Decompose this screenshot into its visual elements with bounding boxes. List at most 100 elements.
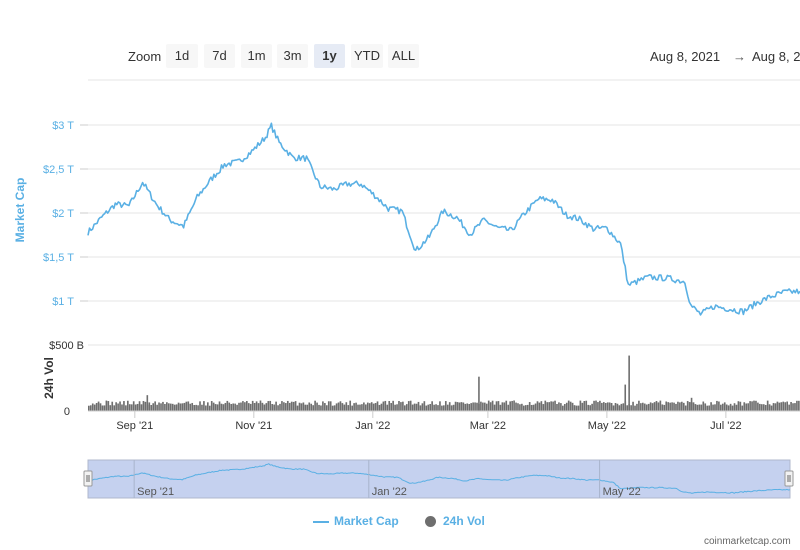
volume-bar [277, 405, 279, 411]
navigator-series-line [87, 463, 791, 494]
range-button-1m[interactable]: 1m [241, 44, 272, 68]
volume-bar [464, 403, 467, 411]
volume-bar [327, 401, 330, 411]
volume-bar [372, 403, 375, 411]
volume-bar [712, 404, 714, 411]
volume-bar [427, 404, 430, 411]
volume-bar [515, 402, 517, 411]
volume-bar [353, 403, 355, 411]
volume-bar [402, 401, 404, 411]
volume-bar [454, 401, 457, 411]
volume-bar [314, 400, 316, 411]
volume-bar [88, 405, 90, 411]
volume-bar [470, 403, 472, 411]
volume-bar [304, 404, 307, 411]
volume-bar [386, 404, 389, 411]
volume-bar [212, 402, 215, 411]
volume-bar [329, 401, 332, 411]
volume-bar [519, 404, 521, 411]
volume-bar [601, 402, 603, 411]
range-button-1d[interactable]: 1d [166, 44, 198, 68]
volume-bar [390, 403, 393, 411]
volume-bar [343, 404, 346, 411]
volume-bar [228, 402, 231, 411]
volume-bar [665, 401, 668, 411]
volume-bar [285, 403, 287, 411]
volume-bar [641, 402, 644, 411]
volume-bar [536, 401, 539, 411]
volume-bar [240, 402, 242, 411]
range-button-all[interactable]: ALL [388, 44, 419, 68]
volume-bar-spike [146, 395, 149, 411]
volume-bar [398, 400, 400, 411]
volume-bar [152, 403, 155, 411]
volume-bar [160, 403, 162, 411]
volume-bar [554, 400, 556, 411]
navigator-handle-right[interactable] [784, 470, 794, 487]
volume-bar [682, 402, 685, 411]
volume-bar [421, 403, 424, 411]
volume-bar [265, 403, 268, 411]
volume-bar [534, 403, 537, 411]
credit-link[interactable]: coinmarketcap.com [704, 536, 791, 547]
volume-bar [89, 405, 92, 411]
volume-bar [751, 401, 753, 411]
volume-bar [246, 401, 248, 411]
volume-bar [93, 404, 96, 411]
volume-bar [423, 401, 426, 411]
date-from[interactable]: Aug 8, 2021 [650, 49, 721, 64]
volume-bar [216, 404, 219, 411]
volume-bar [575, 405, 578, 411]
volume-bar [173, 404, 176, 411]
range-button-7d[interactable]: 7d [204, 44, 235, 68]
volume-bar [444, 401, 447, 411]
volume-bar [429, 404, 432, 411]
volume-bar [727, 405, 730, 411]
volume-bar [331, 405, 334, 411]
legend-dot-symbol [425, 516, 436, 527]
volume-bar [538, 402, 541, 411]
volume-bar [485, 403, 488, 411]
volume-bar [489, 402, 492, 411]
volume-bar [493, 404, 496, 411]
range-button-3m[interactable]: 3m [277, 44, 308, 68]
volume-bar [755, 400, 757, 411]
volume-bar [663, 404, 666, 411]
volume-bar [616, 403, 619, 411]
volume-bar [696, 404, 699, 411]
volume-bar [567, 400, 570, 411]
volume-bar [523, 405, 525, 411]
volume-bar [382, 401, 385, 411]
volume-bar [749, 401, 751, 411]
volume-bar [166, 402, 168, 411]
volume-bar [201, 404, 203, 411]
volume-bar [655, 401, 658, 411]
volume-bar [507, 404, 510, 411]
volume-bar [392, 400, 394, 411]
volume-bar [757, 402, 759, 411]
volume-bar [275, 401, 277, 411]
legend-label-market-cap: Market Cap [334, 514, 399, 528]
volume-bar [466, 403, 469, 411]
volume-bar [714, 404, 716, 411]
range-button-1y[interactable]: 1y [314, 44, 345, 68]
navigator-handle-left[interactable] [83, 470, 93, 487]
volume-bar-spike [628, 355, 630, 411]
volume-bar [563, 404, 566, 411]
date-to[interactable]: Aug 8, 2 [752, 49, 800, 64]
volume-bar [558, 402, 560, 411]
volume-bar [361, 404, 363, 411]
volume-bar [177, 402, 180, 411]
volume-bar [737, 401, 740, 411]
volume-bar [365, 404, 367, 411]
volume-bar [300, 403, 303, 411]
volume-bar [729, 403, 732, 411]
market-cap-line [87, 122, 800, 316]
range-button-ytd[interactable]: YTD [351, 44, 383, 68]
volume-bar [495, 401, 498, 411]
volume-tick-label-max: $500 B [49, 340, 84, 352]
volume-bar [242, 401, 244, 411]
volume-bar [517, 403, 519, 411]
y-tick-label: $3 T [52, 120, 74, 132]
legend-line-symbol [313, 521, 329, 523]
